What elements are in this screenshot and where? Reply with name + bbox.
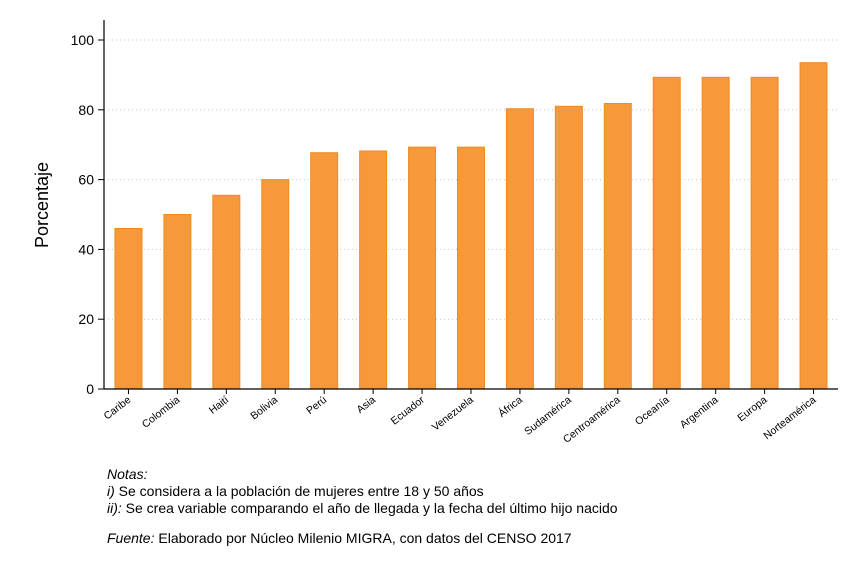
bar bbox=[652, 76, 681, 390]
bar bbox=[505, 108, 534, 390]
y-tick-label: 0 bbox=[86, 381, 94, 397]
y-tick-label: 60 bbox=[78, 172, 94, 188]
source-note: Fuente: Elaborado por Núcleo Milenio MIG… bbox=[107, 530, 572, 546]
bar bbox=[408, 146, 437, 390]
bar bbox=[310, 152, 339, 390]
bars bbox=[114, 62, 828, 390]
source-text: Elaborado por Núcleo Milenio MIGRA, con … bbox=[154, 530, 572, 546]
bar bbox=[750, 76, 779, 390]
source-label: Fuente: bbox=[107, 530, 155, 546]
axes bbox=[98, 20, 838, 394]
notes-heading: Notas: bbox=[107, 466, 148, 482]
x-tick-label: Oceanía bbox=[633, 394, 672, 428]
y-tick-label: 100 bbox=[71, 32, 95, 48]
bar bbox=[603, 103, 632, 390]
bar bbox=[163, 214, 192, 390]
note-2-text: Se crea variable comparando el año de ll… bbox=[121, 500, 618, 516]
note-line-2: ii): Se crea variable comparando el año … bbox=[107, 500, 618, 517]
x-tick-labels: Caribe Colombia Haití Bolivia Perú Asia Ecuado… bbox=[102, 393, 819, 446]
note-2-marker: ii): bbox=[107, 500, 122, 516]
bar bbox=[261, 179, 290, 390]
bar bbox=[212, 194, 241, 390]
x-tick-label: Asia bbox=[354, 394, 378, 416]
y-tick-label: 40 bbox=[78, 241, 94, 257]
y-tick-labels: 0 20 40 60 80 100 bbox=[71, 32, 95, 397]
x-tick-label: Europa bbox=[735, 394, 769, 424]
x-tick-label: África bbox=[496, 393, 525, 420]
notes: Notas: i) Se considera a la población de… bbox=[107, 466, 618, 517]
y-tick-label: 80 bbox=[78, 102, 94, 118]
y-tick-label: 20 bbox=[78, 311, 94, 327]
x-tick-label: Haití bbox=[207, 394, 231, 417]
y-axis-label: Porcentaje bbox=[32, 162, 52, 248]
bar bbox=[114, 227, 143, 390]
x-tick-label: Caribe bbox=[102, 394, 134, 423]
note-line-1: i) Se considera a la población de mujere… bbox=[107, 483, 618, 500]
x-tick-label: Bolivia bbox=[248, 394, 280, 423]
x-tick-label: Perú bbox=[304, 394, 329, 417]
note-1-text: Se considera a la población de mujeres e… bbox=[114, 483, 484, 499]
x-tick-label: Venezuela bbox=[430, 394, 476, 434]
bar bbox=[457, 146, 485, 390]
x-tick-label: Colombia bbox=[140, 394, 182, 431]
x-tick-label: Ecuador bbox=[389, 394, 428, 428]
bar-chart: 0 20 40 60 80 100 Caribe Colombia Haití Bolivia P… bbox=[32, 20, 838, 446]
x-tick-label: Argentina bbox=[678, 394, 721, 431]
bar bbox=[554, 105, 583, 390]
bar bbox=[799, 62, 828, 390]
bar bbox=[359, 150, 388, 390]
note-1-marker: i) bbox=[107, 483, 115, 499]
x-tick-label: Norteamérica bbox=[761, 394, 818, 442]
bar bbox=[701, 76, 730, 390]
